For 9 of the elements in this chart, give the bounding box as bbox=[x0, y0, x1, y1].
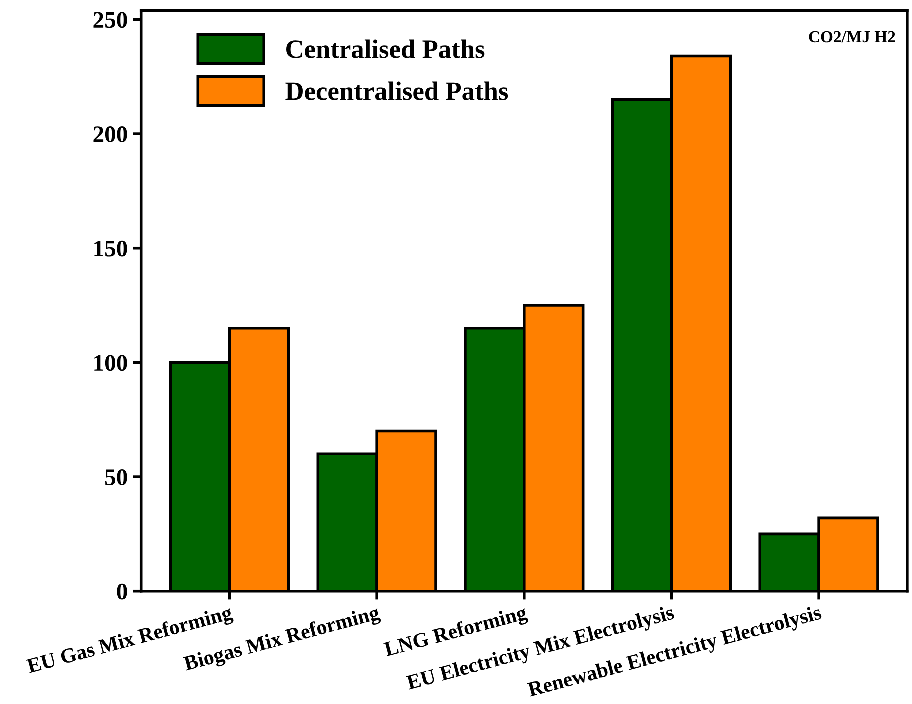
y-tick-label: 100 bbox=[94, 355, 128, 372]
legend-label: Decentralised Paths bbox=[286, 82, 508, 100]
y-tick-label: 0 bbox=[117, 584, 128, 600]
y-tick-label: 150 bbox=[94, 240, 128, 257]
y-tick-label: 250 bbox=[94, 12, 128, 28]
y-tick-label: 50 bbox=[106, 470, 128, 486]
annotation: CO2/MJ H2 bbox=[809, 31, 896, 43]
y-tick-label: 200 bbox=[94, 126, 128, 142]
legend-label: Centralised Paths bbox=[286, 40, 485, 58]
